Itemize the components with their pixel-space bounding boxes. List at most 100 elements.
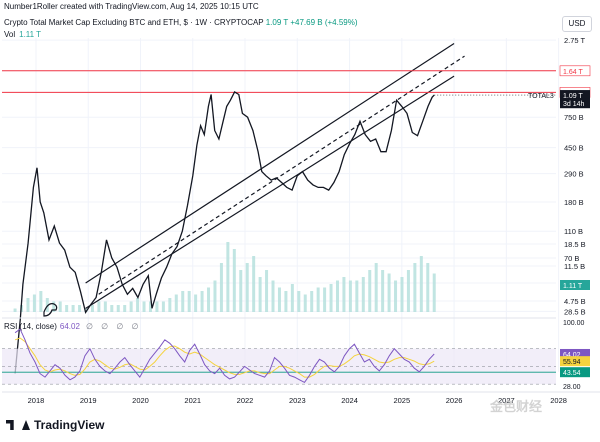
brand-name: TradingView: [34, 418, 105, 432]
volume-bar: [136, 298, 140, 312]
volume-bar: [419, 256, 423, 312]
time-tick-label: 2027: [498, 396, 515, 405]
time-tick-label: 2028: [550, 396, 567, 405]
volume-bar: [181, 291, 185, 312]
volume-bar: [103, 301, 107, 312]
volume-bar: [394, 280, 398, 312]
price-line-group: TOTAL3: [14, 90, 556, 374]
volume-bar: [13, 308, 17, 312]
jinse-watermark: 金色财经: [490, 399, 543, 414]
rsi-tick-label: 43.54: [563, 370, 581, 377]
volume-bar: [84, 308, 88, 312]
volume-bar: [45, 298, 49, 312]
time-tick-label: 2021: [184, 396, 201, 405]
volume-bar: [123, 305, 127, 312]
time-tick-label: 2026: [446, 396, 463, 405]
price-grid: [2, 38, 560, 372]
time-tick-label: 2025: [393, 396, 410, 405]
red-levels: [2, 70, 556, 93]
volume-bar: [90, 305, 94, 312]
volume-bar: [400, 277, 404, 312]
time-tick-label: 2022: [237, 396, 254, 405]
price-info: 1.09 T +47.69 B (+4.59%): [265, 18, 358, 27]
volume-bar: [310, 291, 314, 312]
tv-logo-icon: [6, 420, 14, 430]
volume-bar: [213, 280, 217, 312]
price-tick-label: 750 B: [564, 113, 584, 122]
price-badge: [560, 98, 590, 109]
time-tick-label: 2024: [341, 396, 358, 405]
channel-mid-line: [98, 55, 465, 295]
price-badge-label: 3d 14h: [563, 101, 585, 108]
rsi-ma-line: [14, 337, 435, 378]
price-tick-label: 290 B: [564, 170, 584, 179]
volume-bar: [207, 287, 211, 312]
volume-bar: [32, 294, 36, 312]
tradingview-logo: TradingView: [6, 418, 104, 432]
rsi-badge: [560, 356, 590, 367]
volume-bar: [277, 287, 281, 312]
time-tick-label: 2020: [132, 396, 149, 405]
price-tick-label: 2.75 T: [564, 36, 586, 45]
time-tick-label: 2019: [80, 396, 97, 405]
volume-bar: [374, 263, 378, 312]
volume-bar: [297, 291, 301, 312]
volume-bar: [361, 277, 365, 312]
volume-bar: [39, 291, 43, 312]
price-badge: [560, 280, 590, 290]
volume-bar: [155, 301, 159, 312]
volume-bar: [290, 284, 294, 312]
price-tick-label: 450 B: [564, 144, 584, 153]
volume-bar: [239, 270, 243, 312]
series-label: TOTAL3: [528, 93, 554, 100]
volume-value: 1.11 T: [19, 30, 42, 39]
volume-bar: [265, 270, 269, 312]
volume-bar: [355, 280, 359, 312]
symbol-title-row: Crypto Total Market Cap Excluding BTC an…: [4, 18, 358, 27]
volume-bar: [258, 277, 262, 312]
volume-bar: [168, 298, 172, 312]
volume-bar: [342, 277, 346, 312]
price-tick-label: 4.75 B: [564, 297, 586, 306]
currency-button[interactable]: USD: [562, 16, 592, 32]
volume-legend: Vol 1.11 T: [4, 30, 41, 39]
volume-bar: [323, 287, 327, 312]
volume-bar: [78, 305, 82, 312]
rsi-tick-label: 64.02: [563, 352, 581, 359]
volume-bar: [71, 305, 75, 312]
volume-bar: [226, 242, 230, 312]
price-tick-label: 11.5 B: [564, 262, 585, 271]
volume-bar: [329, 284, 333, 312]
rsi-title: RSI (14, close): [4, 322, 57, 331]
volume-bar: [406, 270, 410, 312]
volume-bar: [52, 301, 56, 312]
price-tick-label: 70 B: [564, 254, 579, 263]
volume-bar: [245, 263, 249, 312]
volume-bar: [26, 298, 30, 312]
rsi-tick-label: 28.00: [563, 384, 581, 391]
volume-bar: [232, 249, 236, 312]
volume-bar: [303, 294, 307, 312]
volume-bar: [194, 294, 198, 312]
volume-bar: [97, 301, 101, 312]
channel-upper-line: [85, 42, 455, 284]
price-line: [14, 90, 435, 374]
volume-bar: [348, 280, 352, 312]
time-tick-label: 2023: [289, 396, 306, 405]
price-badge-label: 1.64 T: [563, 69, 583, 76]
price-tick-label: 180 B: [564, 198, 584, 207]
dino-icon: [43, 303, 58, 317]
volume-bar: [316, 287, 320, 312]
volume-bar: [187, 291, 191, 312]
price-badge-label: 1.11 T: [563, 283, 583, 290]
volume-bar: [368, 270, 372, 312]
volume-bar: [413, 263, 417, 312]
trend-channel: [85, 42, 465, 309]
price-tick-label: 110 B: [564, 227, 583, 236]
volume-bar: [271, 280, 275, 312]
volume-bar: [142, 301, 146, 312]
price-tick-label: 18.5 B: [564, 240, 586, 249]
